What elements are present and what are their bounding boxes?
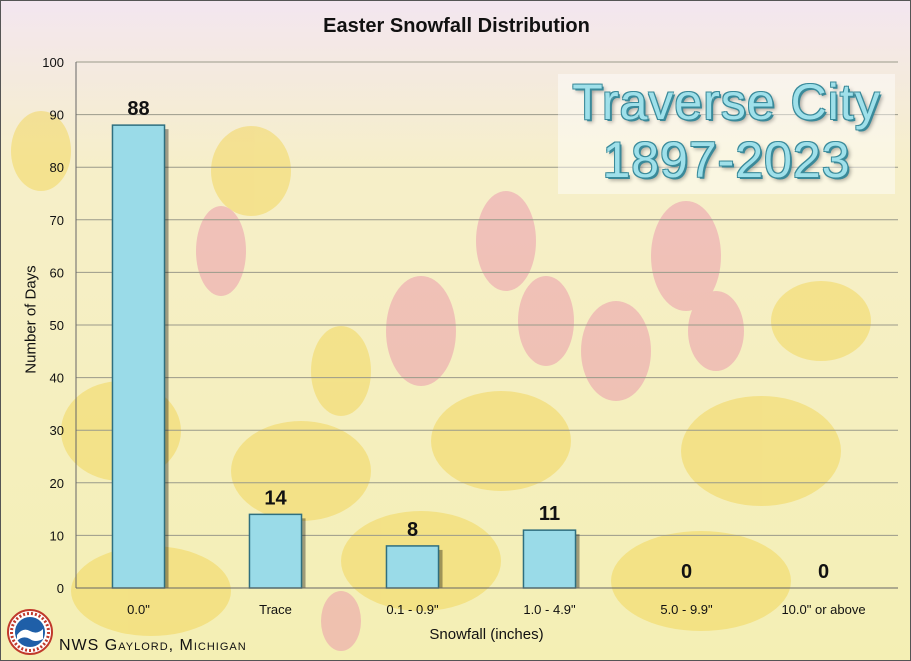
y-tick-label: 0 [57, 581, 64, 596]
data-label: 88 [127, 98, 149, 120]
y-tick-label: 20 [50, 476, 64, 491]
y-tick-label: 80 [50, 160, 64, 175]
y-tick-label: 40 [50, 371, 64, 386]
data-label: 14 [264, 487, 287, 509]
footer-credit: NWS Gaylord, Michigan [59, 637, 247, 654]
nws-logo-icon [7, 609, 53, 655]
location-overlay-box [558, 74, 895, 194]
y-tick-label: 60 [50, 265, 64, 280]
period-label: 1897-2023 [602, 132, 851, 188]
data-label: 8 [407, 519, 418, 541]
axes [75, 62, 898, 589]
location-label: Traverse City [572, 74, 881, 130]
y-tick-label: 100 [42, 55, 64, 70]
bar [248, 513, 303, 589]
data-label: 0 [681, 561, 692, 583]
bar [111, 124, 166, 589]
y-tick-label: 70 [50, 213, 64, 228]
x-axis-label: Snowfall (inches) [429, 626, 544, 643]
data-label: 0 [818, 561, 829, 583]
y-axis-label: Number of Days [22, 265, 40, 374]
bar [522, 529, 577, 589]
x-tick-label: 10.0" or above [781, 602, 865, 617]
chart-title: Easter Snowfall Distribution [323, 15, 590, 37]
x-tick-label: 0.1 - 0.9" [386, 602, 439, 617]
y-tick-label: 10 [50, 528, 64, 543]
gridlines [76, 61, 898, 589]
y-tick-label: 90 [50, 108, 64, 123]
data-label: 11 [539, 503, 560, 525]
x-tick-label: 1.0 - 4.9" [523, 602, 576, 617]
x-tick-label: 0.0" [127, 602, 150, 617]
y-tick-label: 50 [50, 318, 64, 333]
bar [385, 545, 440, 589]
x-tick-label: Trace [259, 602, 292, 617]
bars [111, 124, 580, 589]
data-labels: 88 14 8 11 0 0 [127, 98, 829, 583]
x-tick-label: 5.0 - 9.9" [660, 602, 713, 617]
y-tick-label: 30 [50, 423, 64, 438]
x-tick-labels: 0.0" Trace 0.1 - 0.9" 1.0 - 4.9" 5.0 - 9.9" 1… [127, 602, 865, 617]
y-tick-labels: 0 10 20 30 40 50 60 70 80 90 100 [42, 55, 64, 596]
